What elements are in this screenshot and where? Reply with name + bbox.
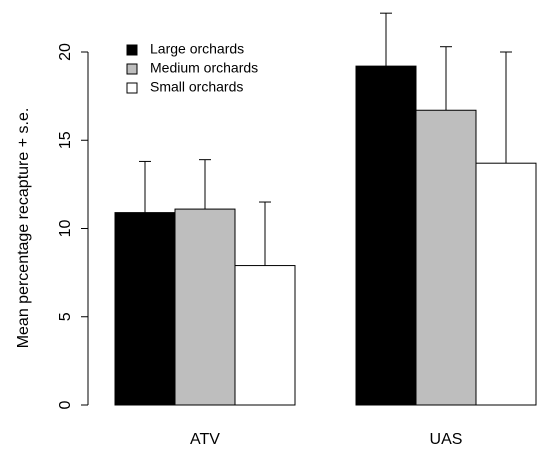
y-tick-label: 10 (57, 220, 74, 238)
legend-swatch (126, 44, 138, 56)
error-bar-atv-large (139, 160, 151, 213)
bar-uas-large (355, 65, 417, 406)
bar-atv-large (114, 212, 176, 406)
y-tick-label: 15 (57, 131, 74, 149)
y-tick-label: 20 (57, 43, 74, 61)
error-bar-uas-medium (440, 46, 452, 111)
legend: Large orchards Medium orchards Small orcha… (126, 41, 258, 95)
legend-item: Large orchards (126, 41, 244, 57)
y-axis-label: Mean percentage recapture + s.e. (15, 108, 32, 349)
y-tick-label: 5 (57, 312, 74, 321)
error-bar-uas-small (500, 51, 512, 164)
legend-swatch (126, 63, 138, 75)
error-bar-uas-large (380, 12, 392, 67)
legend-item: Medium orchards (126, 60, 258, 76)
bar-uas-small (475, 162, 537, 406)
x-category-label: ATV (190, 431, 220, 448)
legend-label: Small orchards (150, 79, 243, 95)
x-axis-labels: ATV UAS (190, 431, 462, 448)
y-axis: 0 5 10 15 20 (57, 43, 89, 409)
error-bars-layer (139, 12, 512, 266)
x-category-label: UAS (430, 431, 463, 448)
bar-atv-small (234, 265, 296, 406)
error-bar-atv-small (259, 201, 271, 266)
bar-uas-medium (415, 109, 477, 406)
bars-layer (114, 65, 537, 406)
legend-label: Large orchards (150, 41, 244, 57)
legend-item: Small orchards (126, 79, 243, 95)
error-bar-atv-medium (199, 159, 211, 210)
legend-label: Medium orchards (150, 60, 258, 76)
y-tick-label: 0 (57, 400, 74, 409)
legend-swatch (126, 82, 138, 94)
bar-atv-medium (174, 208, 236, 406)
